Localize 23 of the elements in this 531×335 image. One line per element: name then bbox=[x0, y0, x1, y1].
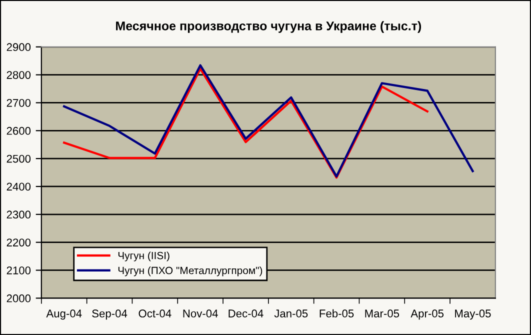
x-tick-label: Oct-04 bbox=[138, 310, 172, 318]
y-tick-label: 2300 bbox=[6, 210, 31, 219]
x-tick-label: Sep-04 bbox=[92, 310, 128, 320]
y-tick-label: 2100 bbox=[6, 266, 31, 274]
x-tick-label: Nov-04 bbox=[183, 310, 218, 318]
legend-label: Чугун (ПХО "Металлургпром") bbox=[118, 266, 262, 276]
chart-title: Месячное производство чугуна в Украине (тыс.т) bbox=[116, 21, 422, 33]
legend-label: Чугун (IISI) bbox=[118, 252, 170, 262]
y-tick-label: 2000 bbox=[6, 294, 31, 302]
x-tick-label: Apr-05 bbox=[410, 310, 444, 320]
y-tick-label: 2200 bbox=[6, 238, 31, 246]
y-tick-label: 2700 bbox=[6, 99, 31, 107]
x-tick-label: Aug-04 bbox=[46, 310, 82, 320]
x-tick-label: Feb-05 bbox=[320, 309, 354, 318]
y-tick-label: 2900 bbox=[6, 43, 31, 52]
y-tick-label: 2600 bbox=[6, 126, 31, 135]
x-tick-label: May-05 bbox=[455, 310, 491, 320]
x-tick-label: Mar-05 bbox=[365, 310, 400, 318]
x-tick-label: Dec-04 bbox=[228, 310, 264, 318]
y-tick-label: 2800 bbox=[6, 71, 31, 79]
y-tick-label: 2500 bbox=[6, 154, 31, 163]
y-tick-label: 2400 bbox=[6, 182, 31, 191]
x-tick-label: Jan-05 bbox=[274, 310, 308, 318]
